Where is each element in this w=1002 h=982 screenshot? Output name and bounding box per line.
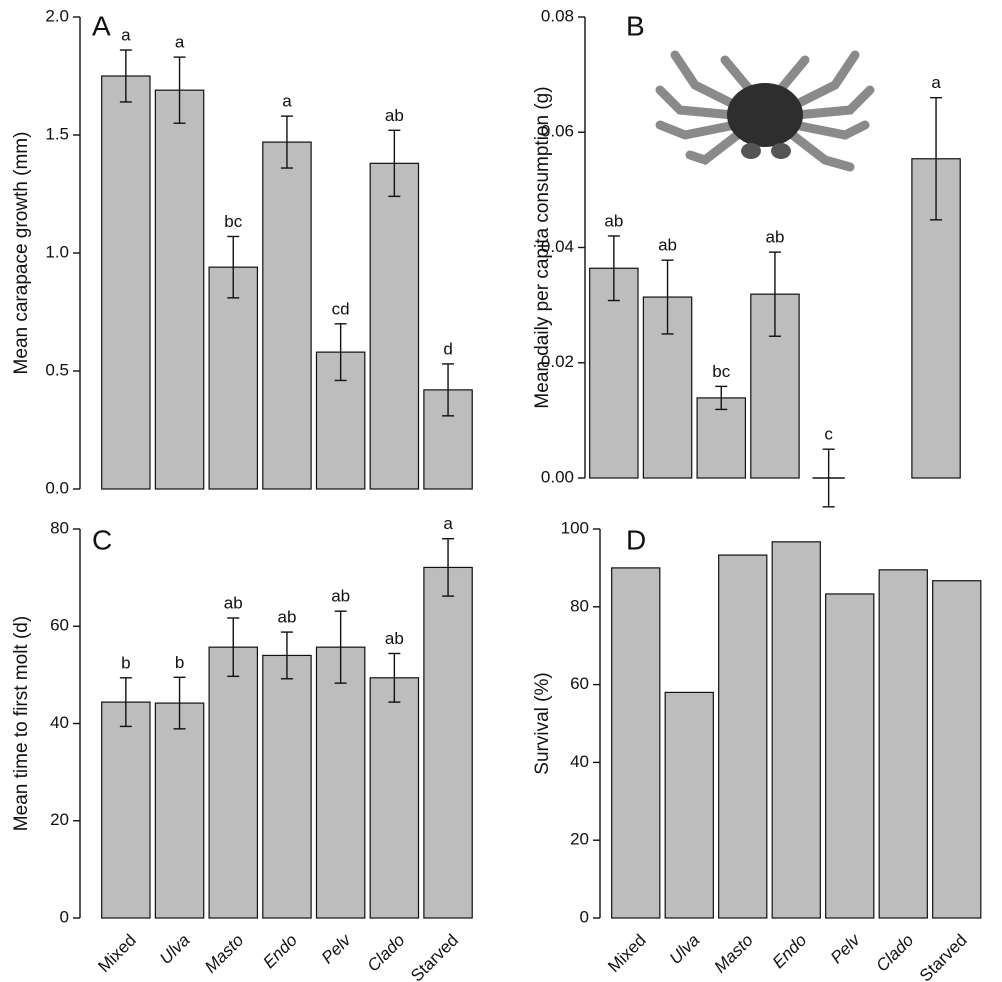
significance-letter: bc: [712, 362, 730, 381]
y-tick-label: 60: [50, 616, 69, 635]
bar: [315, 646, 366, 919]
significance-letter: b: [175, 653, 184, 672]
bar: [611, 567, 661, 919]
panel-label: D: [626, 524, 646, 555]
significance-letter: ab: [658, 236, 677, 255]
y-axis-label: Mean carapace growth (mm): [11, 132, 32, 375]
bar: [771, 541, 821, 919]
significance-letter: a: [282, 92, 292, 111]
y-tick-label: 20: [570, 830, 589, 849]
bar: [208, 646, 259, 919]
significance-letter: ab: [277, 608, 296, 627]
significance-letter: a: [121, 26, 131, 45]
x-tick-label: Starved: [407, 931, 462, 982]
significance-letter: a: [931, 73, 941, 92]
significance-letter: ab: [224, 593, 243, 612]
x-tick-label: Masto: [201, 931, 247, 977]
y-tick-label: 20: [50, 810, 69, 829]
y-tick-label: 0.5: [45, 360, 69, 379]
x-tick-label: Starved: [916, 931, 971, 982]
y-axis-label: Survival (%): [532, 672, 553, 774]
x-tick-label: Pelv: [318, 930, 356, 968]
significance-letter: ab: [385, 629, 404, 648]
panel-label: A: [92, 10, 111, 41]
bar: [369, 677, 420, 919]
y-tick-label: 0.02: [541, 352, 574, 371]
significance-letter: c: [824, 425, 833, 444]
x-tick-label: Clado: [364, 931, 409, 976]
y-tick-label: 80: [50, 518, 69, 537]
panel-label: C: [92, 524, 112, 555]
bar: [154, 89, 205, 490]
panel-label: B: [626, 10, 645, 41]
significance-letter: d: [443, 339, 452, 358]
bar: [101, 75, 151, 490]
bar: [101, 701, 151, 919]
significance-letter: ab: [604, 211, 623, 230]
crab-illustration: [655, 50, 875, 172]
bar: [423, 566, 473, 919]
bar: [262, 654, 312, 919]
significance-letter: ab: [385, 106, 404, 125]
bar: [262, 141, 312, 490]
bar: [878, 569, 928, 919]
x-tick-label: Mixed: [604, 931, 650, 977]
bar: [825, 593, 875, 919]
y-tick-label: 1.5: [45, 124, 69, 143]
x-tick-label: Ulva: [156, 931, 193, 968]
bar: [696, 397, 747, 479]
y-tick-label: 0: [60, 907, 69, 926]
x-tick-label: Pelv: [827, 930, 865, 968]
y-tick-label: 0.08: [541, 6, 574, 25]
significance-letter: ab: [331, 587, 350, 606]
significance-letter: a: [443, 514, 453, 533]
x-tick-label: Masto: [711, 931, 757, 977]
x-tick-label: Mixed: [94, 931, 140, 977]
y-tick-label: 80: [570, 596, 589, 615]
y-tick-label: 2.0: [45, 6, 69, 25]
bar: [932, 580, 982, 919]
bar: [369, 162, 420, 490]
y-tick-label: 60: [570, 674, 589, 693]
significance-letter: b: [121, 653, 130, 672]
y-tick-label: 1.0: [45, 242, 69, 261]
y-tick-label: 0: [580, 907, 589, 926]
bar: [154, 702, 205, 919]
y-axis-label: Mean time to first molt (d): [11, 616, 32, 831]
y-tick-label: 100: [561, 518, 589, 537]
x-tick-label: Ulva: [666, 931, 703, 968]
bar: [664, 691, 714, 919]
significance-letter: bc: [224, 212, 242, 231]
y-tick-label: 0.00: [541, 467, 574, 486]
y-tick-label: 40: [570, 752, 589, 771]
bar: [589, 267, 639, 479]
bar: [718, 554, 768, 919]
x-tick-label: Endo: [769, 931, 811, 973]
y-tick-label: 0.04: [541, 237, 574, 256]
significance-letter: cd: [332, 299, 350, 318]
x-tick-label: Endo: [259, 931, 301, 973]
y-tick-label: 0.0: [45, 478, 69, 497]
significance-letter: ab: [765, 228, 784, 247]
x-tick-label: Clado: [872, 931, 917, 976]
y-axis-label: Mean daily per capita consumption (g): [532, 86, 553, 408]
bar: [208, 266, 259, 490]
y-tick-label: 0.06: [541, 122, 574, 141]
y-tick-label: 40: [50, 713, 69, 732]
significance-letter: a: [175, 33, 185, 52]
